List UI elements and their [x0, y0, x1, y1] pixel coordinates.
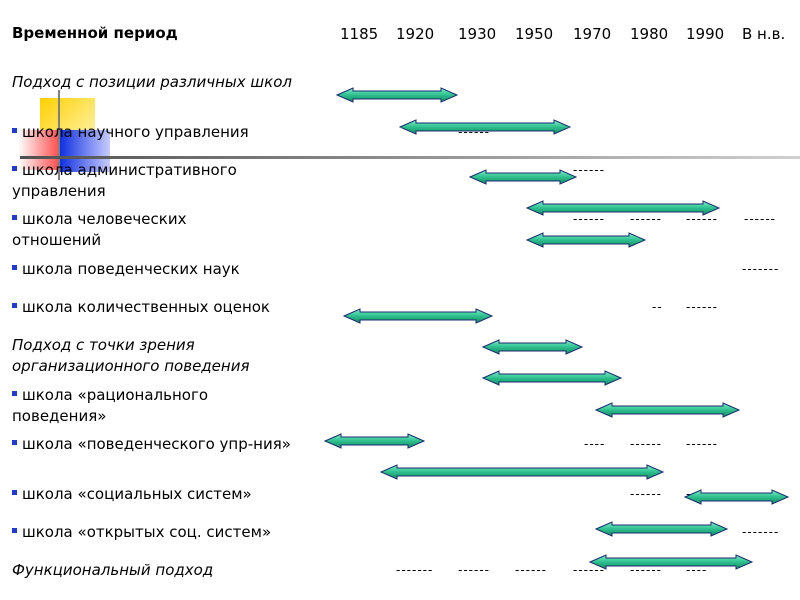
dash-marker: ------: [686, 437, 718, 451]
bullet-icon: [12, 391, 17, 396]
row-label-rational-behavior: школа «рационального поведения»: [12, 386, 209, 425]
bullet-icon: [12, 303, 17, 308]
row-label-behavioral-sciences: школа поведенческих наук: [12, 259, 332, 280]
dash-marker: ------: [573, 212, 605, 226]
dash-marker: ------: [630, 437, 662, 451]
dash-marker: --: [652, 300, 663, 314]
double-arrow-icon: [525, 200, 721, 216]
year-present: В н.в.: [742, 25, 786, 43]
bullet-icon: [12, 440, 17, 445]
double-arrow-icon: [594, 402, 741, 418]
dash-marker: ------: [515, 563, 547, 577]
double-arrow-icon: [379, 464, 665, 480]
row-label-functional-approach: Функциональный подход: [12, 561, 214, 579]
double-arrow-icon: [398, 119, 572, 135]
row-label-social-systems: школа «социальных систем»: [12, 484, 332, 505]
dash-marker: ------: [686, 212, 718, 226]
year-1920: 1920: [396, 25, 435, 43]
year-1185: 1185: [340, 25, 379, 43]
double-arrow-icon: [323, 433, 426, 449]
dash-marker: ------: [686, 300, 718, 314]
double-arrow-icon: [481, 339, 584, 355]
double-arrow-icon: [468, 169, 578, 185]
double-arrow-icon: [594, 521, 729, 537]
dash-marker: -------: [742, 525, 780, 539]
dash-marker: ------: [630, 487, 662, 501]
double-arrow-icon: [525, 232, 647, 248]
year-1930: 1930: [458, 25, 497, 43]
year-1950: 1950: [515, 25, 554, 43]
dash-marker: ------: [573, 563, 605, 577]
row-label-behavioral-management: школа «поведенческого упр-ния»: [12, 434, 312, 455]
year-1970: 1970: [573, 25, 612, 43]
dash-marker: -------: [396, 563, 434, 577]
dash-marker: ----: [584, 437, 606, 451]
decor-blue-square: [60, 130, 110, 172]
row-label-schools-approach: Подход с позиции различных школ: [12, 73, 292, 91]
dash-marker: ------: [458, 563, 490, 577]
header-title: Временной период: [12, 24, 178, 42]
double-arrow-icon: [342, 308, 494, 324]
double-arrow-icon: [683, 489, 790, 505]
bullet-icon: [12, 490, 17, 495]
row-label-org-behavior-approach: Подход с точки зрения организационного п…: [12, 336, 250, 375]
row-label-quantitative: школа количественных оценок: [12, 297, 332, 318]
row-label-human-relations: школа человеческих отношений: [12, 210, 187, 249]
bullet-icon: [12, 128, 17, 133]
bullet-icon: [12, 528, 17, 533]
decor-horizontal-line: [20, 156, 800, 159]
bullet-icon: [12, 265, 17, 270]
double-arrow-icon: [481, 370, 623, 386]
double-arrow-icon: [335, 87, 459, 103]
dash-marker: ------: [573, 163, 605, 177]
dash-marker: ------: [630, 212, 662, 226]
year-1980: 1980: [630, 25, 669, 43]
decor-vertical-line: [58, 90, 60, 180]
row-label-open-social-systems: школа «открытых соц. систем»: [12, 522, 332, 543]
row-label-scientific-management: школа научного управления: [12, 122, 332, 143]
double-arrow-icon: [588, 554, 754, 570]
dash-marker: ------: [744, 212, 776, 226]
bullet-icon: [12, 166, 17, 171]
bullet-icon: [12, 215, 17, 220]
year-1990: 1990: [686, 25, 725, 43]
row-label-administrative-management: школа административного управления: [12, 161, 237, 200]
dash-marker: -------: [742, 262, 780, 276]
